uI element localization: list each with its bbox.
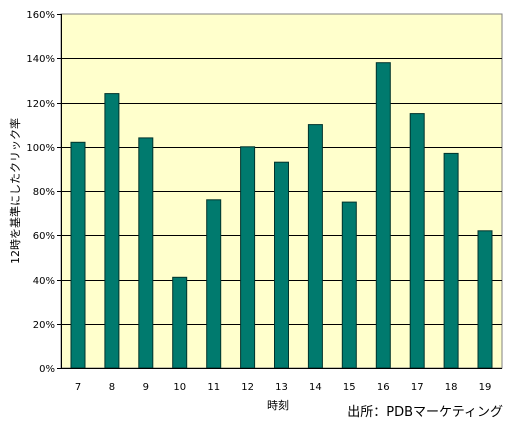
x-tick-label: 12 bbox=[241, 382, 254, 393]
bar-8 bbox=[104, 93, 120, 369]
y-tick-label: 0% bbox=[39, 364, 55, 375]
y-tick-label: 80% bbox=[33, 187, 55, 198]
x-tick-label: 16 bbox=[377, 382, 390, 393]
y-axis-ticks: 0% 20% 40% 60% 80% 100% 120% 140% 160% bbox=[26, 10, 62, 375]
bar-17 bbox=[409, 113, 425, 369]
y-tick-label: 140% bbox=[26, 54, 55, 65]
bar-14 bbox=[307, 124, 323, 369]
bar-19 bbox=[477, 230, 493, 369]
bar-13 bbox=[274, 161, 289, 369]
bar-18 bbox=[443, 152, 459, 369]
y-tick-label: 100% bbox=[26, 143, 55, 154]
bars bbox=[70, 62, 493, 369]
x-tick-label: 15 bbox=[343, 382, 356, 393]
x-tick-label: 13 bbox=[275, 382, 288, 393]
y-axis-title: 12時を基準にしたクリック率 bbox=[8, 118, 22, 264]
x-tick-label: 9 bbox=[143, 382, 149, 393]
y-tick-label: 120% bbox=[26, 99, 55, 110]
x-tick-label: 8 bbox=[109, 382, 115, 393]
bar-7 bbox=[70, 141, 86, 369]
y-tick-label: 160% bbox=[26, 10, 55, 21]
x-tick-label: 14 bbox=[309, 382, 322, 393]
bar-11 bbox=[206, 199, 222, 369]
bar-12 bbox=[240, 146, 256, 369]
y-tick-label: 40% bbox=[33, 276, 55, 287]
bar-9 bbox=[138, 137, 154, 369]
x-tick-label: 17 bbox=[411, 382, 424, 393]
source-note: 出所：PDBマーケティング bbox=[347, 405, 503, 420]
x-tick-label: 11 bbox=[207, 382, 220, 393]
x-axis-title: 時刻 bbox=[267, 398, 289, 412]
x-tick-label: 18 bbox=[445, 382, 458, 393]
gridlines bbox=[61, 58, 502, 325]
x-tick-label: 19 bbox=[479, 382, 492, 393]
x-tick-label: 10 bbox=[173, 382, 186, 393]
x-tick-label: 7 bbox=[75, 382, 81, 393]
bar-10 bbox=[172, 276, 188, 369]
y-tick-label: 20% bbox=[33, 320, 55, 331]
x-axis-ticks: 7 8 9 10 11 12 13 14 15 16 17 18 19 bbox=[61, 368, 502, 393]
bar-16 bbox=[375, 62, 391, 369]
y-tick-label: 60% bbox=[33, 231, 55, 242]
bar-15 bbox=[341, 201, 357, 369]
